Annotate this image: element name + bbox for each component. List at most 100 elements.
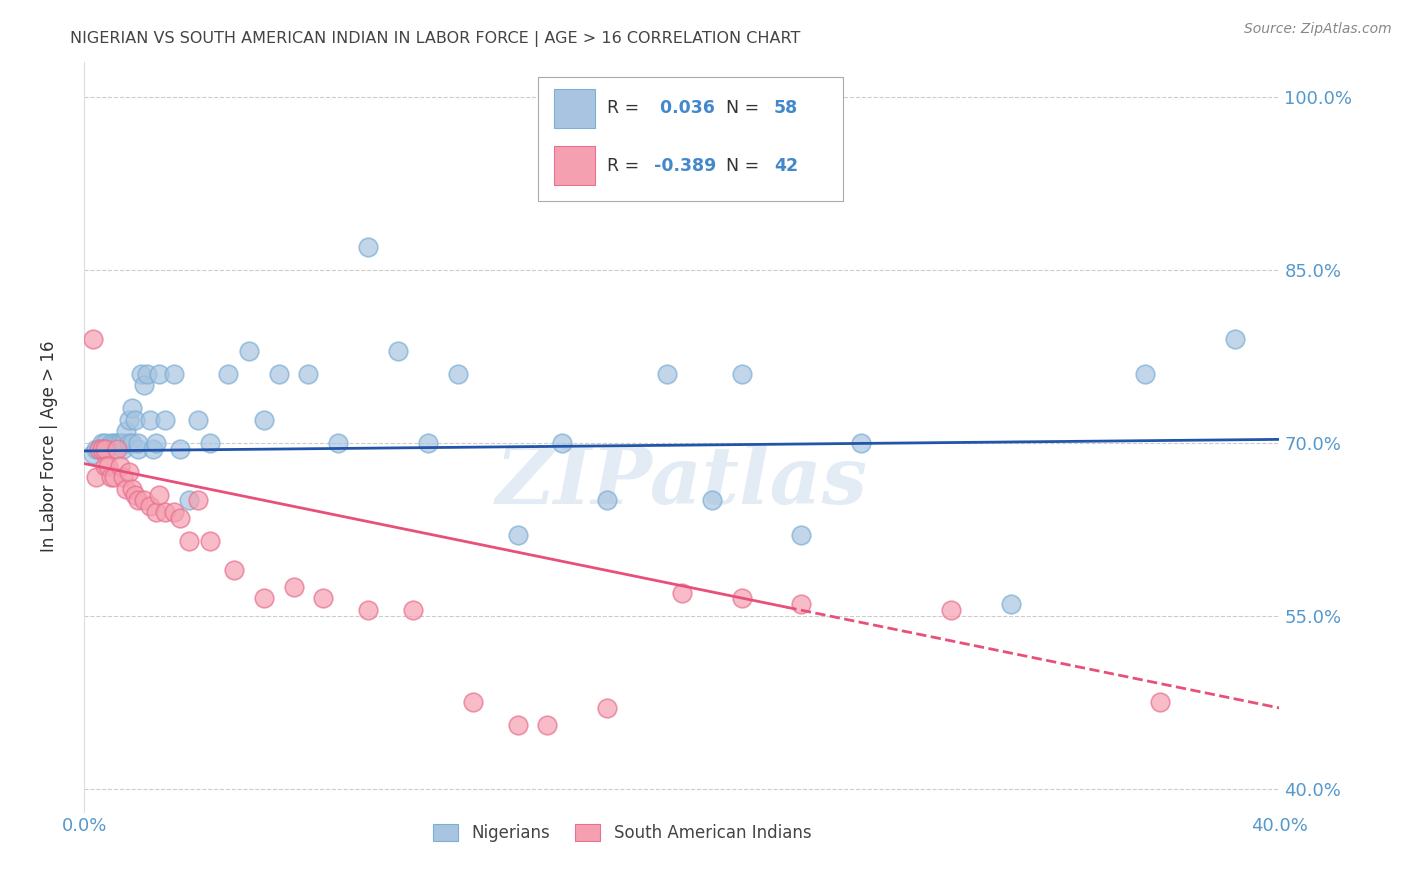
Point (112, 442, 135, 456)
Point (118, 465, 141, 479)
Point (97, 458, 120, 473)
Point (238, 343, 260, 358)
Point (1000, 597, 1022, 611)
Point (124, 488, 146, 502)
Point (89, 442, 111, 456)
Point (198, 533, 221, 548)
Text: 58: 58 (773, 99, 799, 117)
Point (187, 493, 209, 508)
Point (731, 591, 754, 606)
Point (297, 367, 319, 381)
Point (169, 510, 191, 524)
Point (132, 493, 156, 508)
Point (387, 343, 409, 358)
Point (1223, 332, 1246, 346)
Point (127, 493, 149, 508)
Text: N =: N = (725, 157, 765, 175)
Point (153, 413, 176, 427)
Point (105, 435, 128, 450)
Point (731, 367, 754, 381)
Point (551, 435, 574, 450)
Point (142, 442, 165, 456)
Point (357, 603, 380, 617)
Point (596, 701, 619, 715)
Point (86, 470, 108, 484)
Point (851, 435, 873, 450)
Point (127, 442, 149, 456)
Point (163, 367, 186, 381)
Point (127, 435, 149, 450)
Point (86, 442, 108, 456)
Point (121, 401, 143, 416)
Point (357, 240, 380, 254)
Point (121, 435, 143, 450)
Point (118, 435, 141, 450)
Text: Source: ZipAtlas.com: Source: ZipAtlas.com (1244, 22, 1392, 37)
Point (100, 470, 122, 484)
Point (91, 442, 114, 456)
Point (700, 493, 723, 508)
Text: R =: R = (606, 99, 644, 117)
Point (187, 413, 209, 427)
Point (97, 442, 120, 456)
Point (506, 718, 529, 732)
Text: 42: 42 (773, 157, 799, 175)
Point (253, 413, 276, 427)
Point (89, 442, 111, 456)
Point (115, 482, 138, 496)
Point (217, 367, 239, 381)
Point (536, 718, 558, 732)
Legend: Nigerians, South American Indians: Nigerians, South American Indians (426, 817, 818, 848)
Point (103, 435, 125, 450)
Point (118, 413, 141, 427)
Point (222, 563, 245, 577)
Point (139, 413, 162, 427)
FancyBboxPatch shape (554, 88, 595, 128)
Point (124, 413, 146, 427)
Point (177, 493, 200, 508)
Point (283, 580, 305, 594)
Point (94, 442, 117, 456)
Point (91, 442, 114, 456)
Text: N =: N = (725, 99, 765, 117)
Point (267, 367, 290, 381)
Point (163, 505, 186, 519)
Point (169, 442, 191, 456)
Point (110, 435, 132, 450)
Point (94, 458, 117, 473)
Text: R =: R = (606, 157, 644, 175)
Point (506, 528, 529, 542)
Point (671, 585, 693, 599)
Point (177, 533, 200, 548)
Point (198, 435, 221, 450)
Point (655, 367, 678, 381)
Point (148, 488, 170, 502)
Point (112, 435, 135, 450)
Point (312, 591, 335, 606)
Point (100, 435, 122, 450)
Point (103, 470, 125, 484)
Point (253, 591, 276, 606)
Point (328, 435, 350, 450)
Point (94, 435, 117, 450)
Point (153, 505, 176, 519)
Point (105, 442, 128, 456)
FancyBboxPatch shape (554, 146, 595, 186)
Point (103, 442, 125, 456)
Point (447, 367, 470, 381)
Text: In Labor Force | Age > 16: In Labor Force | Age > 16 (41, 340, 58, 552)
Point (132, 378, 156, 392)
Point (82, 447, 104, 461)
Point (1149, 695, 1171, 709)
FancyBboxPatch shape (538, 78, 844, 201)
Point (402, 603, 425, 617)
Point (110, 435, 132, 450)
Point (94, 442, 117, 456)
Point (790, 528, 813, 542)
Point (596, 493, 619, 508)
Point (790, 597, 813, 611)
Point (129, 367, 152, 381)
Text: -0.389: -0.389 (654, 157, 717, 175)
Point (139, 500, 162, 514)
Point (136, 367, 159, 381)
